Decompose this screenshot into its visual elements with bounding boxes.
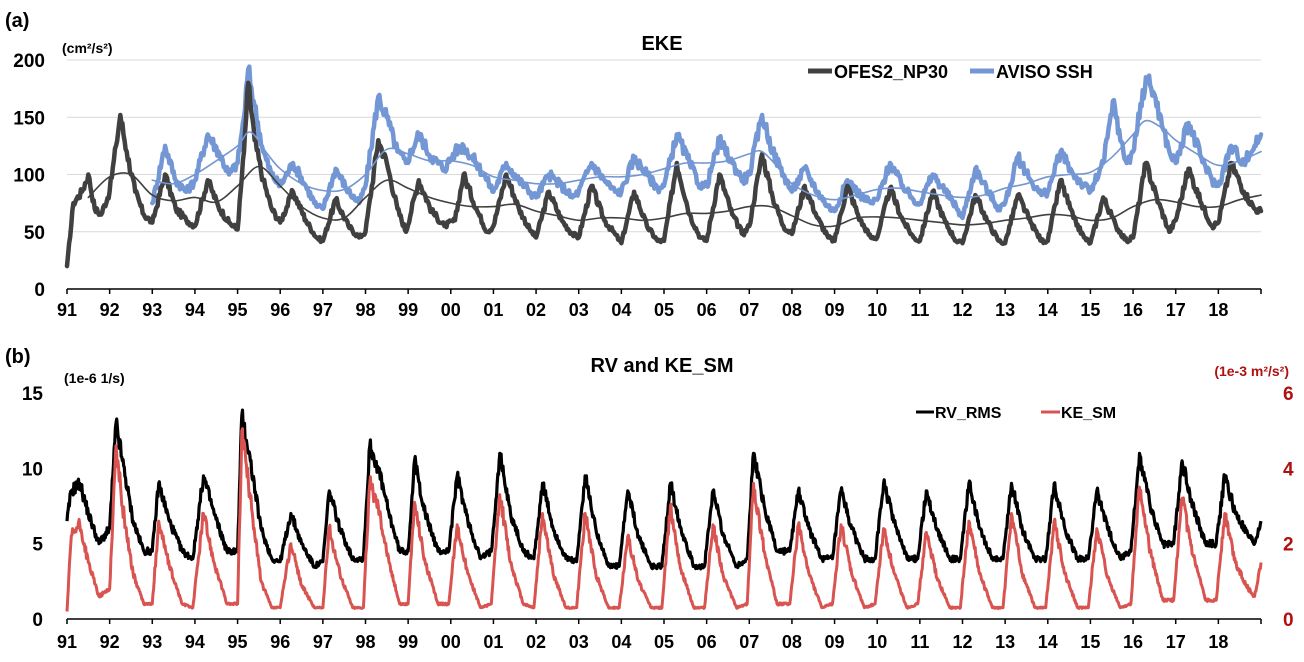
x-tick-label: 16 bbox=[1123, 632, 1143, 652]
x-tick-label: 91 bbox=[57, 300, 77, 320]
panel-b-label: (b) bbox=[5, 346, 31, 368]
y-tick-label: 15 bbox=[22, 384, 44, 405]
x-tick-label: 08 bbox=[782, 632, 802, 652]
series-trend-line bbox=[151, 119, 1262, 201]
x-tick-label: 10 bbox=[867, 300, 887, 320]
y-tick-label: 0 bbox=[34, 280, 45, 301]
chart-b-y-axis-left: 0 5 10 15 bbox=[22, 384, 44, 631]
x-tick-label: 94 bbox=[185, 300, 205, 320]
chart-b-x-axis: 91 92 93 94 95 96 97 98 99 00 01 02 03 04 05 06 07 08 09 10… bbox=[57, 618, 1262, 652]
x-tick-label: 11 bbox=[910, 300, 929, 320]
x-tick-label: 08 bbox=[782, 300, 802, 320]
x-tick-label: 06 bbox=[697, 632, 717, 652]
x-tick-label: 07 bbox=[739, 632, 759, 652]
chart-b-ylabel: (1e-6 1/s) bbox=[64, 370, 125, 386]
legend-label-ofes: OFES2_NP30 bbox=[834, 62, 948, 82]
x-tick-label: 93 bbox=[142, 300, 162, 320]
legend-label-aviso: AVISO SSH bbox=[996, 62, 1093, 82]
chart-a-x-axis: 91 92 93 94 95 96 97 98 99 00 01 02 03 04 05 06 07 08 09 10… bbox=[57, 288, 1262, 320]
x-tick-label: 18 bbox=[1208, 300, 1228, 320]
x-tick-label: 15 bbox=[1080, 632, 1100, 652]
x-tick-label: 93 bbox=[142, 632, 162, 652]
x-tick-label: 15 bbox=[1080, 300, 1100, 320]
x-tick-label: 18 bbox=[1208, 632, 1228, 652]
series-trend-line bbox=[87, 165, 1262, 228]
x-tick-label: 09 bbox=[825, 632, 845, 652]
chart-b-y-axis-right: 0 2 4 6 bbox=[1283, 384, 1294, 631]
legend-label-rv: RV_RMS bbox=[935, 405, 1002, 422]
x-tick-label: 07 bbox=[739, 300, 759, 320]
x-tick-label: 16 bbox=[1123, 300, 1143, 320]
y-tick-label: 10 bbox=[22, 459, 43, 480]
x-tick-label: 17 bbox=[1166, 632, 1186, 652]
x-tick-label: 03 bbox=[569, 632, 589, 652]
x-tick-label: 02 bbox=[526, 300, 546, 320]
x-tick-label: 11 bbox=[910, 632, 929, 652]
x-tick-label: 03 bbox=[569, 300, 589, 320]
x-tick-label: 92 bbox=[100, 300, 120, 320]
chart-a-legend: OFES2_NP30 AVISO SSH bbox=[808, 62, 1093, 82]
y-right-tick-label: 2 bbox=[1283, 535, 1294, 556]
x-tick-label: 10 bbox=[867, 632, 887, 652]
x-tick-label: 00 bbox=[441, 300, 461, 320]
x-tick-label: 92 bbox=[100, 632, 120, 652]
panel-a-label: (a) bbox=[5, 10, 29, 32]
y-tick-label: 100 bbox=[13, 166, 45, 187]
y-tick-label: 0 bbox=[32, 610, 43, 631]
y-right-tick-label: 4 bbox=[1283, 459, 1294, 480]
x-tick-label: 97 bbox=[313, 632, 333, 652]
chart-b-legend: RV_RMS KE_SM bbox=[916, 405, 1116, 422]
x-tick-label: 12 bbox=[952, 632, 972, 652]
x-tick-label: 13 bbox=[995, 632, 1015, 652]
x-tick-label: 06 bbox=[697, 300, 717, 320]
x-tick-label: 99 bbox=[398, 300, 418, 320]
chart-a-series bbox=[64, 64, 1264, 269]
x-tick-label: 96 bbox=[270, 300, 290, 320]
x-tick-label: 94 bbox=[185, 632, 205, 652]
x-tick-label: 91 bbox=[57, 632, 77, 652]
y-tick-label: 5 bbox=[32, 535, 43, 556]
x-tick-label: 00 bbox=[441, 632, 461, 652]
x-tick-label: 98 bbox=[355, 632, 375, 652]
x-tick-label: 17 bbox=[1166, 300, 1186, 320]
x-tick-label: 98 bbox=[355, 300, 375, 320]
series-line bbox=[65, 427, 1263, 612]
x-tick-label: 99 bbox=[398, 632, 418, 652]
y-tick-label: 200 bbox=[13, 51, 45, 72]
x-tick-label: 14 bbox=[1038, 632, 1058, 652]
series-line bbox=[65, 408, 1263, 571]
x-tick-label: 05 bbox=[654, 632, 674, 652]
x-tick-label: 95 bbox=[228, 632, 248, 652]
y-right-tick-label: 0 bbox=[1283, 610, 1294, 631]
y-tick-label: 50 bbox=[24, 223, 45, 244]
x-tick-label: 95 bbox=[228, 300, 248, 320]
chart-b-series bbox=[65, 408, 1263, 612]
x-tick-label: 96 bbox=[270, 632, 290, 652]
x-tick-label: 97 bbox=[313, 300, 333, 320]
x-tick-label: 04 bbox=[611, 632, 631, 652]
x-tick-label: 04 bbox=[611, 300, 631, 320]
x-tick-label: 14 bbox=[1038, 300, 1058, 320]
x-tick-label: 01 bbox=[483, 300, 503, 320]
y-tick-label: 150 bbox=[13, 108, 45, 129]
chart-a-ylabel: (cm²/s²) bbox=[62, 40, 113, 56]
x-tick-label: 13 bbox=[995, 300, 1015, 320]
x-tick-label: 01 bbox=[483, 632, 503, 652]
x-tick-label: 05 bbox=[654, 300, 674, 320]
series-line bbox=[64, 80, 1264, 269]
chart-a-title: EKE bbox=[641, 33, 682, 55]
y-right-tick-label: 6 bbox=[1283, 384, 1294, 405]
chart-a-y-axis: 0 50 100 150 200 bbox=[13, 51, 45, 301]
x-tick-label: 09 bbox=[825, 300, 845, 320]
x-tick-label: 12 bbox=[952, 300, 972, 320]
x-tick-label: 02 bbox=[526, 632, 546, 652]
series-line bbox=[150, 64, 1264, 221]
legend-label-kesm: KE_SM bbox=[1061, 405, 1116, 422]
chart-b-ylabel-right: (1e-3 m²/s²) bbox=[1214, 363, 1289, 379]
chart-b-title: RV and KE_SM bbox=[591, 355, 734, 377]
